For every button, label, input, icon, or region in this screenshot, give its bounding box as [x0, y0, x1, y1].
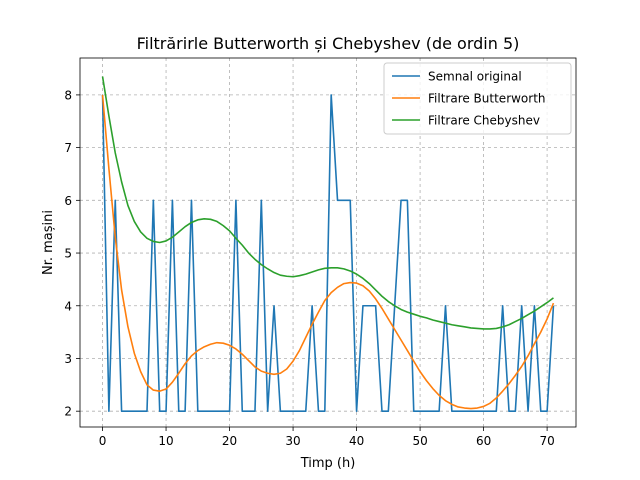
- y-tick-label: 4: [64, 299, 72, 313]
- y-tick-label: 7: [64, 141, 72, 155]
- x-axis-label: Timp (h): [300, 456, 356, 471]
- x-tick-label: 20: [222, 434, 237, 448]
- y-axis-label: Nr. mașini: [41, 210, 56, 275]
- y-tick-label: 6: [64, 194, 72, 208]
- x-tick-label: 60: [476, 434, 491, 448]
- x-tick-label: 40: [349, 434, 364, 448]
- legend-label: Semnal original: [428, 70, 522, 84]
- chart-title: Filtrărirle Butterworth și Chebyshev (de…: [137, 34, 520, 53]
- series-line-2: [101, 76, 554, 330]
- axes-frame: [79, 57, 577, 428]
- legend-box: [383, 62, 572, 135]
- x-tick-label: 30: [285, 434, 300, 448]
- x-tick-label: 10: [158, 434, 173, 448]
- series-line-1: [101, 94, 555, 410]
- legend: Semnal original Filtrare Butterworth Filtr…: [383, 62, 572, 135]
- legend-label: Filtrare Butterworth: [428, 92, 546, 106]
- y-tick-label: 5: [64, 247, 72, 261]
- x-tick-label: 50: [412, 434, 427, 448]
- series-layer: [101, 76, 555, 412]
- y-axis: 2 3 4 5 6 7 8: [64, 88, 80, 419]
- legend-label: Filtrare Chebyshev: [428, 114, 540, 128]
- x-tick-label: 70: [539, 434, 554, 448]
- x-axis: 0 10 20 30 40 50 60 70: [99, 427, 555, 448]
- y-tick-label: 8: [64, 88, 72, 102]
- grid: [80, 58, 576, 427]
- x-tick-label: 0: [99, 434, 107, 448]
- y-tick-label: 2: [64, 405, 72, 419]
- y-tick-label: 3: [64, 352, 72, 366]
